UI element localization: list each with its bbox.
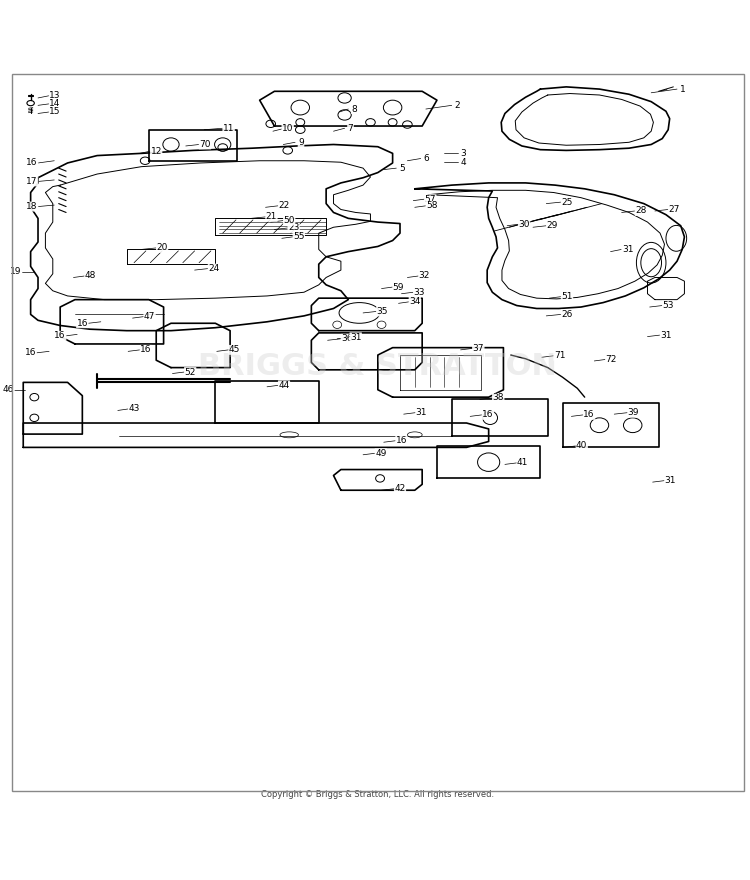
Text: 25: 25 xyxy=(561,198,573,207)
Text: 70: 70 xyxy=(200,140,211,149)
Text: 10: 10 xyxy=(282,124,293,134)
Text: 2: 2 xyxy=(454,101,460,110)
Text: 20: 20 xyxy=(157,244,168,253)
Text: 24: 24 xyxy=(209,264,220,273)
Text: 38: 38 xyxy=(493,393,504,402)
Text: 34: 34 xyxy=(409,297,421,306)
Text: 16: 16 xyxy=(25,348,37,357)
Text: 1: 1 xyxy=(680,84,686,93)
Text: 6: 6 xyxy=(424,154,430,163)
Text: 32: 32 xyxy=(419,272,430,281)
Text: 27: 27 xyxy=(668,205,680,214)
Text: 28: 28 xyxy=(635,207,646,216)
Text: 37: 37 xyxy=(472,344,484,353)
Text: 31: 31 xyxy=(416,408,428,417)
Text: BRIGGS & STRATTON: BRIGGS & STRATTON xyxy=(199,352,557,381)
Text: 29: 29 xyxy=(547,221,558,231)
Text: 31: 31 xyxy=(350,333,361,341)
Text: 59: 59 xyxy=(393,282,404,291)
Text: 46: 46 xyxy=(3,385,14,394)
Text: 41: 41 xyxy=(517,458,528,467)
Text: 52: 52 xyxy=(184,368,196,377)
Text: 30: 30 xyxy=(518,220,530,229)
Text: 22: 22 xyxy=(278,202,290,210)
Text: 33: 33 xyxy=(413,288,425,297)
Text: 7: 7 xyxy=(348,124,353,133)
Text: 31: 31 xyxy=(664,476,676,485)
Text: 58: 58 xyxy=(426,202,437,210)
Text: 31: 31 xyxy=(622,245,633,254)
Text: 4: 4 xyxy=(460,158,466,166)
Text: 16: 16 xyxy=(140,345,152,355)
Text: 35: 35 xyxy=(376,307,388,316)
Text: 16: 16 xyxy=(482,410,494,420)
Text: 5: 5 xyxy=(399,164,405,172)
Text: 23: 23 xyxy=(288,224,299,232)
Text: 51: 51 xyxy=(561,292,573,301)
Text: 16: 16 xyxy=(584,410,595,420)
Text: 14: 14 xyxy=(50,99,61,108)
Text: 42: 42 xyxy=(394,484,406,494)
Text: 39: 39 xyxy=(628,408,639,417)
Text: 50: 50 xyxy=(284,216,295,225)
Text: 44: 44 xyxy=(278,381,290,390)
Text: 43: 43 xyxy=(128,405,140,414)
Text: 31: 31 xyxy=(660,331,672,340)
Text: 19: 19 xyxy=(10,267,22,276)
Text: 49: 49 xyxy=(375,449,386,458)
Text: 13: 13 xyxy=(50,92,61,100)
Text: 18: 18 xyxy=(26,202,38,211)
Text: 3: 3 xyxy=(460,149,466,158)
Text: 45: 45 xyxy=(229,345,240,355)
Text: 16: 16 xyxy=(26,158,38,167)
Text: 26: 26 xyxy=(561,310,573,319)
Text: Copyright © Briggs & Stratton, LLC. All rights reserved.: Copyright © Briggs & Stratton, LLC. All … xyxy=(261,790,494,799)
Text: 48: 48 xyxy=(85,272,96,281)
Text: 47: 47 xyxy=(144,312,155,321)
Text: 16: 16 xyxy=(396,436,407,445)
Text: 16: 16 xyxy=(76,319,88,327)
Text: 12: 12 xyxy=(151,147,162,156)
Text: 36: 36 xyxy=(341,334,352,343)
Text: 53: 53 xyxy=(662,301,674,310)
Text: 72: 72 xyxy=(605,355,617,364)
Text: 21: 21 xyxy=(266,212,278,222)
Text: 71: 71 xyxy=(554,351,566,360)
Text: 57: 57 xyxy=(424,194,436,203)
Text: 55: 55 xyxy=(293,232,304,241)
Text: 16: 16 xyxy=(55,332,66,341)
Text: 17: 17 xyxy=(26,177,38,186)
Text: 15: 15 xyxy=(50,107,61,116)
Text: 11: 11 xyxy=(223,124,234,133)
Text: 40: 40 xyxy=(576,442,587,451)
Text: 9: 9 xyxy=(298,138,304,147)
Text: 8: 8 xyxy=(351,105,357,114)
